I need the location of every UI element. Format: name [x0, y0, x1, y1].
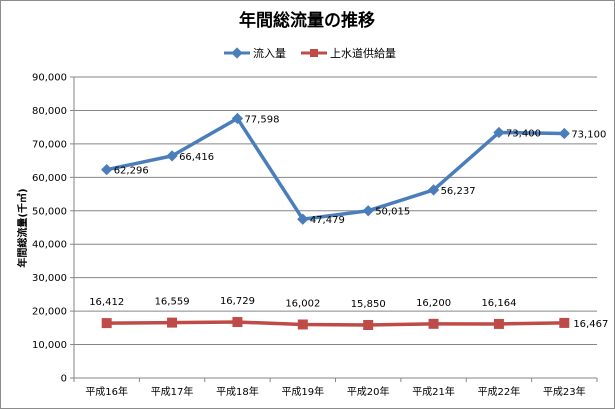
x-tick-label: 平成21年 [412, 385, 455, 398]
legend: 流入量 上水道供給量 [224, 46, 396, 60]
axes: 0 10,000 20,000 30,000 40,000 50,000 60,000 70,… [32, 73, 598, 398]
y-tick-label: 0 [61, 374, 67, 385]
data-label-inflow: 62,296 [114, 166, 149, 177]
legend-item-water-supply: 上水道供給量 [301, 46, 396, 60]
y-tick-label: 30,000 [32, 273, 67, 284]
y-tick-label: 60,000 [32, 173, 67, 184]
data-point-water-supply [559, 317, 570, 328]
data-label-water-supply: 16,467 [573, 319, 608, 330]
data-point-inflow [493, 126, 505, 139]
data-point-inflow [558, 127, 570, 140]
data-labels: 62,296 66,416 77,598 47,479 50,015 56,237 73,4… [89, 114, 608, 329]
data-label-water-supply: 16,729 [220, 296, 255, 307]
data-label-water-supply: 16,164 [481, 298, 516, 309]
data-point-water-supply [428, 318, 439, 329]
chart-title: 年間総流量の推移 [239, 10, 375, 31]
x-tick-label: 平成16年 [85, 385, 128, 398]
data-point-inflow [297, 213, 309, 225]
data-point-water-supply [363, 319, 374, 330]
data-point-water-supply [167, 317, 178, 328]
data-point-water-supply [232, 317, 243, 328]
legend-label-water-supply: 上水道供給量 [330, 46, 396, 60]
data-point-inflow [101, 163, 113, 176]
series-line-inflow [106, 116, 565, 221]
y-tick-label: 40,000 [32, 240, 67, 251]
x-tick-label: 平成17年 [151, 385, 194, 398]
legend-label-inflow: 流入量 [253, 46, 286, 60]
data-point-water-supply [297, 319, 308, 330]
x-tick-label: 平成23年 [543, 385, 586, 398]
data-point-water-supply [101, 318, 112, 329]
data-point-inflow [427, 184, 440, 196]
legend-marker-water-supply [310, 49, 318, 57]
data-point-inflow [362, 205, 374, 217]
data-label-water-supply: 16,002 [285, 298, 320, 309]
y-tick-label: 80,000 [32, 106, 67, 117]
y-tick-label: 50,000 [32, 206, 67, 217]
x-tick-label: 平成20年 [347, 385, 390, 398]
data-label-inflow: 56,237 [441, 186, 476, 197]
data-point-water-supply [493, 318, 504, 329]
data-point-inflow [166, 150, 178, 162]
y-tick-label: 10,000 [32, 340, 67, 351]
legend-marker-inflow [231, 47, 243, 59]
data-label-inflow: 66,416 [179, 152, 214, 163]
data-label-water-supply: 16,200 [416, 298, 451, 309]
data-label-water-supply: 16,559 [155, 297, 190, 308]
data-label-water-supply: 16,412 [89, 297, 124, 308]
y-tick-label: 20,000 [32, 307, 67, 318]
series-line-water-supply [106, 320, 565, 327]
data-label-inflow: 77,598 [244, 114, 279, 125]
gridlines [74, 76, 597, 346]
data-label-inflow: 47,479 [310, 215, 345, 226]
y-axis-label: 年間総流量(千㎥) [16, 188, 29, 267]
data-label-inflow: 73,100 [571, 130, 606, 141]
x-tick-label: 平成18年 [216, 385, 259, 398]
x-tick-label: 平成19年 [281, 385, 324, 398]
y-tick-label: 90,000 [32, 73, 67, 84]
data-label-water-supply: 15,850 [351, 299, 386, 310]
y-tick-label: 70,000 [32, 139, 67, 150]
data-label-inflow: 50,015 [375, 207, 410, 218]
data-label-inflow: 73,400 [506, 129, 541, 140]
legend-item-inflow: 流入量 [224, 46, 286, 60]
x-tick-label: 平成22年 [478, 385, 521, 398]
